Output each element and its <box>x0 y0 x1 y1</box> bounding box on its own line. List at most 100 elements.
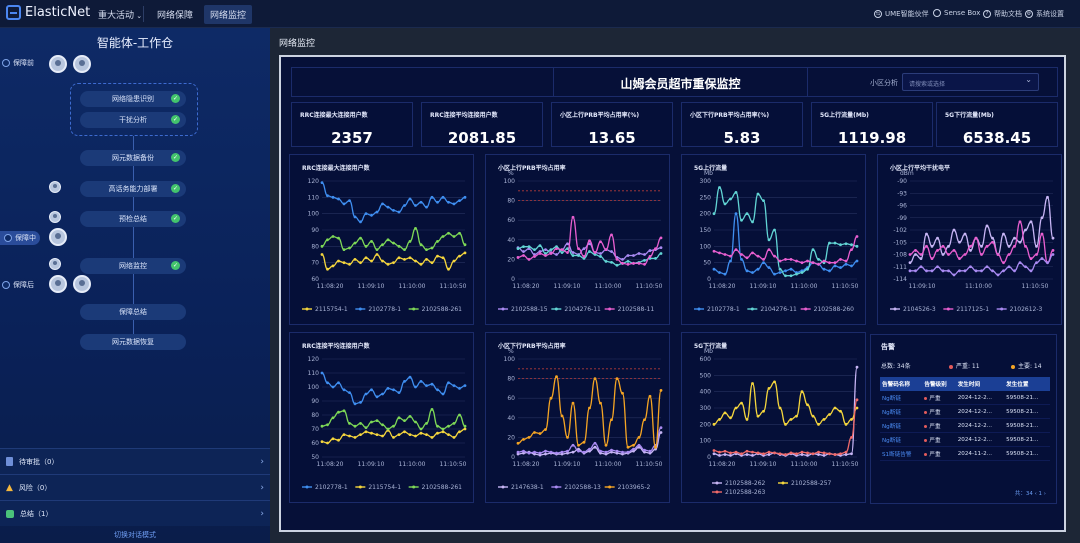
risk-item[interactable]: ▲ 风险（0） › <box>0 474 270 500</box>
series-line <box>321 372 466 405</box>
x-tick-label: 11:08:20 <box>317 461 344 468</box>
avatar <box>49 181 61 193</box>
box-icon <box>933 9 941 17</box>
data-point <box>571 251 575 254</box>
column-header[interactable]: 发生位置 <box>1004 377 1050 391</box>
x-tick-label: 11:10:50 <box>636 283 663 290</box>
brand-logo[interactable]: ElasticNet <box>6 5 90 20</box>
data-point <box>789 451 793 455</box>
data-point <box>359 236 362 240</box>
data-point <box>588 447 591 451</box>
data-point <box>408 240 412 243</box>
x-tick-label: 11:08:20 <box>709 283 736 290</box>
switch-dialog-mode-link[interactable]: 切换对话模式 <box>114 531 156 539</box>
data-point <box>839 258 842 261</box>
data-point <box>320 424 324 428</box>
check-icon: ✓ <box>171 184 180 193</box>
data-point <box>522 451 525 455</box>
legend-label: 2102588-15 <box>511 306 548 313</box>
data-point <box>544 248 547 251</box>
table-row[interactable]: Ng断链 严重 2024-12-2... 59508-21... <box>880 432 1050 447</box>
step-data-backup[interactable]: 网元数据备份 ✓ <box>80 150 186 166</box>
alarm-name-link[interactable]: Ng断链 <box>880 404 923 419</box>
y-tick-label: 60 <box>311 276 319 283</box>
data-point <box>800 261 804 265</box>
data-point <box>348 434 351 438</box>
stage-before[interactable]: 保障前 <box>2 58 34 68</box>
column-header[interactable]: 告警码名称 <box>880 377 923 391</box>
data-point <box>729 197 732 201</box>
severe-dot-icon <box>949 364 953 369</box>
data-point <box>566 436 569 439</box>
legend-label: 2104276-11 <box>564 306 601 313</box>
step-high-traffic[interactable]: 高话务能力部署 ✓ <box>80 181 186 197</box>
nav-network-monitoring[interactable]: 网络监控 <box>204 5 253 24</box>
sense-box-link[interactable]: Sense Box <box>933 9 980 17</box>
pagination[interactable]: 共：34 ‹ 1 › <box>1014 491 1046 497</box>
legend-label: 2102588-13 <box>564 484 601 491</box>
data-point <box>723 253 727 256</box>
data-point <box>549 450 553 454</box>
table-row[interactable]: Ng断链 严重 2024-12-2... 59508-21... <box>880 391 1050 405</box>
stage-after[interactable]: 保障后 <box>2 280 34 290</box>
alarm-level: 严重 <box>922 391 956 405</box>
data-point <box>359 422 362 425</box>
alarm-name-link[interactable]: S1断链告警 <box>880 446 923 461</box>
step-network-risk[interactable]: 网络隐患识别 ✓ <box>80 91 186 107</box>
table-row[interactable]: S1断链告警 严重 2024-11-2... 59508-21... <box>880 446 1050 461</box>
data-point <box>908 261 912 265</box>
x-tick-label: 11:09:10 <box>750 461 777 468</box>
column-header[interactable]: 告警级别 <box>922 377 956 391</box>
data-point <box>756 254 760 258</box>
data-point <box>643 450 646 454</box>
help-docs-link[interactable]: ? 帮助文档 <box>983 9 1022 19</box>
nav-major-events[interactable]: 重大活动 ⌄ <box>98 11 143 21</box>
data-point <box>789 274 793 278</box>
data-point <box>637 261 641 265</box>
data-point <box>577 447 580 451</box>
alarm-name-link[interactable]: Ng断链 <box>880 432 923 447</box>
divider <box>807 68 808 96</box>
kpi-label: RRC连接平均连接用户数 <box>430 112 498 119</box>
nav-network-guarantee[interactable]: 网络保障 <box>157 11 194 21</box>
y-axis-unit: % <box>508 348 514 355</box>
data-point <box>817 262 820 266</box>
pending-approval-item[interactable]: 待审批（0） › <box>0 448 270 474</box>
table-row[interactable]: Ng断链 严重 2024-12-2... 59508-21... <box>880 418 1050 433</box>
data-point <box>828 269 831 273</box>
ume-partner-link[interactable]: ⇆ UME智能伙伴 <box>874 10 929 18</box>
data-point <box>833 406 837 410</box>
data-point <box>855 406 859 410</box>
data-point <box>326 381 329 385</box>
data-point <box>425 258 428 261</box>
kpi-label: 小区下行PRB平均占用率(%) <box>690 112 770 119</box>
system-settings-link[interactable]: ⚙ 系统设置 <box>1025 10 1064 18</box>
data-point <box>331 385 335 389</box>
step-guarantee-summary[interactable]: 保障总结 <box>80 304 186 320</box>
data-point <box>626 262 630 266</box>
stage-during[interactable]: 保障中 <box>0 231 40 245</box>
data-point <box>419 427 423 431</box>
step-data-restore[interactable]: 网元数据恢复 <box>80 334 186 350</box>
kpi-label: 5G上行流量(Mb) <box>820 112 869 119</box>
data-point <box>908 253 912 256</box>
data-point <box>941 244 945 248</box>
data-point <box>408 256 412 260</box>
x-tick-label: 11:10:50 <box>1022 283 1049 290</box>
y-tick-label: 100 <box>308 211 320 218</box>
step-precheck-summary[interactable]: 预检总结 ✓ <box>80 211 186 227</box>
data-point <box>648 249 652 252</box>
data-point <box>436 240 439 243</box>
table-row[interactable]: Ng断链 严重 2024-12-2... 59508-21... <box>880 404 1050 419</box>
summary-item[interactable]: 总结（1） › <box>0 500 270 526</box>
data-point <box>844 450 848 454</box>
column-header[interactable]: 发生时间 <box>955 377 1005 391</box>
region-select[interactable]: 请搜索或选择 <box>902 73 1039 91</box>
data-point <box>348 199 351 202</box>
data-point <box>560 251 564 254</box>
step-interference-analysis[interactable]: 干扰分析 ✓ <box>80 112 186 128</box>
y-tick-label: 120 <box>308 178 320 185</box>
step-network-monitoring[interactable]: 网络监控 ✓ <box>80 258 186 274</box>
alarm-name-link[interactable]: Ng断链 <box>880 418 923 433</box>
alarm-name-link[interactable]: Ng断链 <box>880 391 923 405</box>
